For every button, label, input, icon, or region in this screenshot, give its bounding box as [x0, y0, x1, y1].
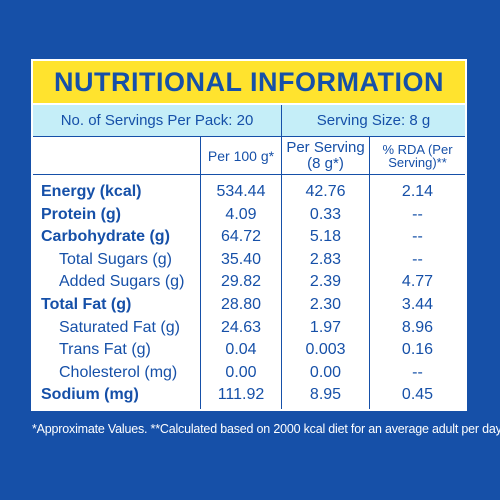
column-divider [281, 137, 282, 409]
table-row: Carbohydrate (g) 64.72 5.18 -- [33, 226, 465, 248]
value-per-100g: 4.09 [225, 205, 257, 223]
servings-per-pack: No. of Servings Per Pack: 20 [33, 105, 282, 136]
table-row: Cholesterol (mg) 0.00 0.00 -- [33, 362, 465, 384]
value-rda: -- [412, 205, 423, 223]
row-label: Energy (kcal) [41, 183, 142, 200]
value-rda: 0.45 [401, 386, 434, 404]
value-rda: 4.77 [401, 273, 434, 291]
value-per-100g: 24.63 [220, 318, 262, 336]
value-per-100g: 35.40 [220, 250, 262, 268]
value-per-100g: 29.82 [220, 273, 262, 291]
value-rda: -- [412, 228, 423, 246]
row-label: Added Sugars (g) [59, 273, 185, 291]
value-rda: 0.16 [401, 341, 434, 359]
nutrition-table: Per 100 g* Per Serving (8 g*) % RDA (Per… [33, 137, 465, 409]
value-per-serving: 2.83 [309, 250, 342, 268]
table-header: Per 100 g* Per Serving (8 g*) % RDA (Per… [33, 137, 465, 175]
header-per-serving: Per Serving (8 g*) [286, 138, 365, 172]
value-per-100g: 64.72 [220, 228, 262, 246]
table-row: Total Fat (g) 28.80 2.30 3.44 [33, 294, 465, 316]
column-divider [200, 137, 201, 409]
header-rda: % RDA (Per Serving)** [382, 141, 453, 170]
table-row: Protein (g) 4.09 0.33 -- [33, 204, 465, 226]
value-per-serving: 0.33 [309, 205, 342, 223]
value-rda: -- [412, 363, 423, 381]
table-row: Energy (kcal) 534.44 42.76 2.14 [33, 181, 465, 203]
row-label: Trans Fat (g) [59, 341, 151, 359]
value-rda: 8.96 [401, 318, 434, 336]
value-per-100g: 0.00 [225, 363, 257, 381]
value-per-100g: 111.92 [217, 386, 265, 404]
nutrition-panel: NUTRITIONAL INFORMATION No. of Servings … [31, 59, 467, 411]
nutrition-title: NUTRITIONAL INFORMATION [33, 61, 465, 105]
serving-size: Serving Size: 8 g [316, 112, 431, 129]
value-per-serving: 2.39 [309, 273, 342, 291]
value-per-100g: 28.80 [220, 296, 262, 313]
table-row: Sodium (mg) 111.92 8.95 0.45 [33, 384, 465, 406]
header-per-100g: Per 100 g* [207, 147, 275, 164]
row-label: Protein (g) [41, 205, 121, 223]
row-label: Cholesterol (mg) [59, 363, 178, 381]
value-per-100g: 0.04 [225, 341, 257, 359]
value-rda: 2.14 [401, 183, 434, 200]
value-per-serving: 0.003 [305, 341, 346, 359]
value-per-serving: 8.95 [309, 386, 342, 404]
row-label: Saturated Fat (g) [59, 318, 180, 336]
value-per-serving: 2.30 [309, 296, 342, 313]
value-rda: -- [412, 250, 423, 268]
servings-bar: No. of Servings Per Pack: 20 Serving Siz… [33, 105, 465, 137]
value-per-serving: 0.00 [309, 363, 342, 381]
row-label: Total Sugars (g) [59, 250, 172, 268]
value-rda: 3.44 [401, 296, 434, 313]
row-label: Carbohydrate (g) [41, 228, 170, 246]
value-per-serving: 42.76 [305, 183, 346, 200]
row-label: Total Fat (g) [41, 296, 132, 313]
value-per-100g: 534.44 [216, 183, 266, 200]
value-per-serving: 1.97 [309, 318, 342, 336]
value-per-serving: 5.18 [309, 228, 342, 246]
footnote: *Approximate Values. **Calculated based … [32, 422, 500, 436]
table-row: Saturated Fat (g) 24.63 1.97 8.96 [33, 317, 465, 339]
table-row: Added Sugars (g) 29.82 2.39 4.77 [33, 271, 465, 293]
row-label: Sodium (mg) [41, 386, 139, 404]
table-row: Trans Fat (g) 0.04 0.003 0.16 [33, 339, 465, 361]
column-divider [369, 137, 370, 409]
table-row: Total Sugars (g) 35.40 2.83 -- [33, 249, 465, 271]
